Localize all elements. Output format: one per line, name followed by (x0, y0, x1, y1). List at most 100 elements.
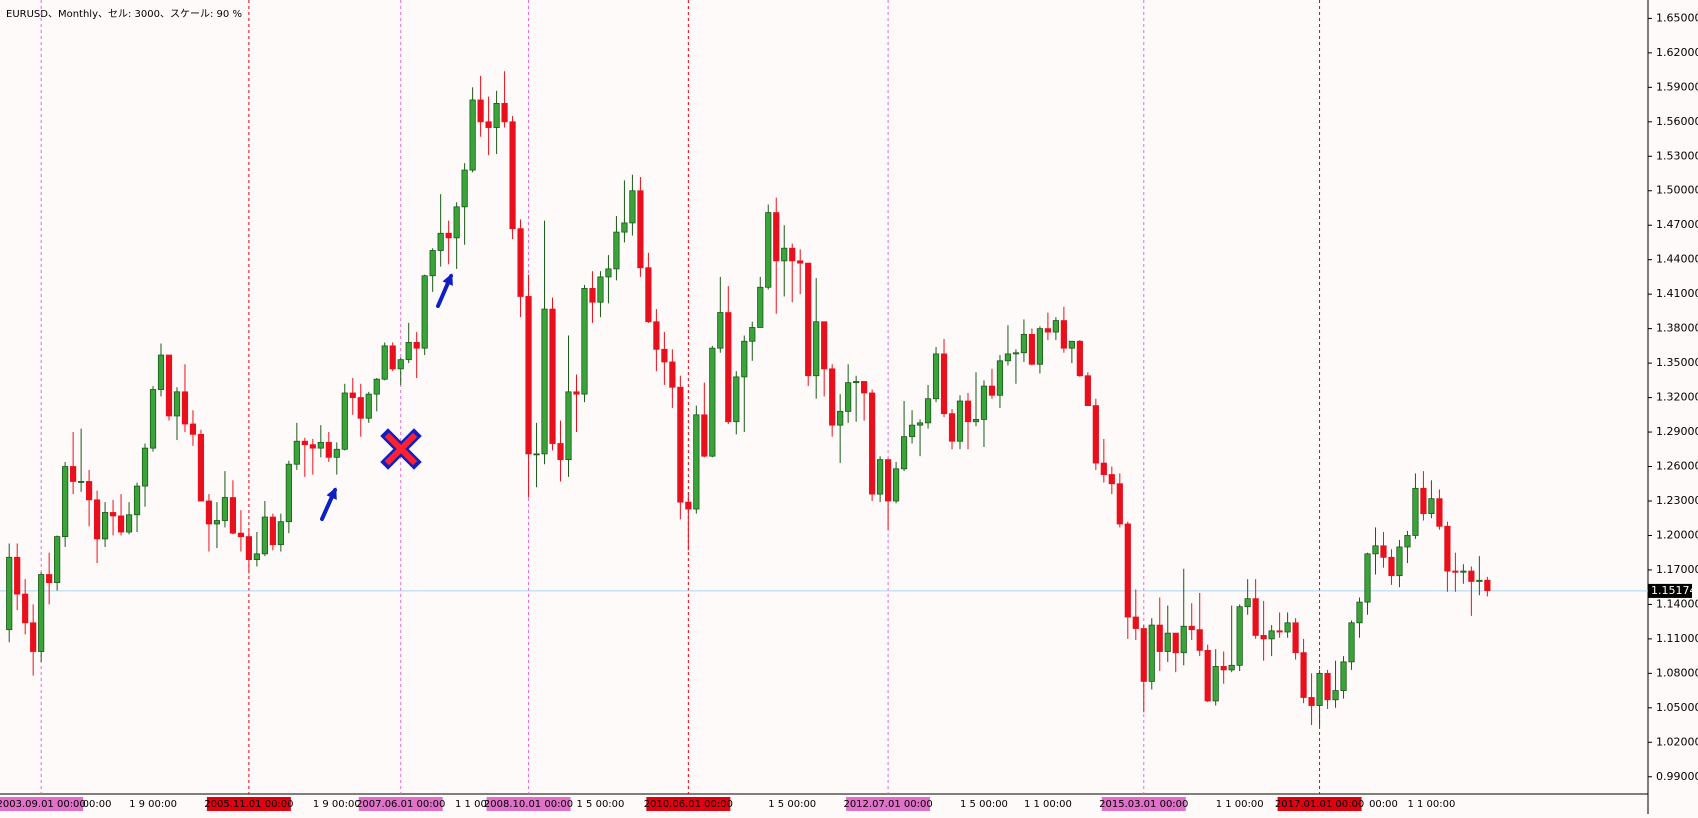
x-tick-label: 1 5 00:00 (768, 799, 816, 810)
candle-body (781, 247, 788, 262)
candle-body (1436, 498, 1443, 527)
candle-body (461, 169, 468, 208)
candle-body (869, 392, 876, 495)
candle-body (397, 359, 404, 370)
candle-body (46, 574, 53, 583)
x-label-box (646, 797, 731, 811)
candle-body (365, 393, 372, 419)
x-tick-label: 2012.07.01 00:00 (843, 799, 932, 810)
candle-body (237, 532, 245, 538)
candle-body (1068, 340, 1075, 349)
candle-body (661, 348, 668, 363)
candle-body (1476, 579, 1483, 582)
candle-body (1252, 598, 1259, 636)
candle-body (381, 345, 388, 380)
candle-body (78, 481, 85, 483)
chart-title: EURUSD、Monthly、セル: 3000、スケール: 90 % (6, 8, 242, 20)
candle-body (1396, 546, 1403, 577)
candle-body (437, 232, 444, 251)
candle-body (413, 342, 420, 349)
annotation-cross (384, 432, 418, 466)
candle-body (229, 497, 237, 534)
candle-body (581, 288, 588, 395)
x-tick-label: 1 5 00:00 (960, 799, 1008, 810)
candle-body (757, 286, 764, 328)
candle-body (1052, 320, 1059, 333)
candle-body (1228, 664, 1235, 671)
candle-body (797, 260, 804, 264)
candle-body (1404, 535, 1411, 548)
x-tick-label: 2010.06.01 00:00 (644, 799, 733, 810)
candle-body (1444, 525, 1451, 572)
y-tick-label: 1.08000 (1656, 666, 1698, 679)
candle-body (453, 206, 460, 239)
y-tick-label: 0.99000 (1656, 770, 1698, 783)
candle-body (605, 268, 612, 278)
candle-body (1244, 598, 1251, 608)
candle-body (589, 288, 596, 303)
candle-body (38, 574, 45, 652)
candle-body (1372, 545, 1379, 555)
candle-body (357, 397, 364, 419)
y-tick-label: 1.20000 (1656, 528, 1698, 541)
candle-body (509, 121, 516, 230)
candle-body (853, 381, 860, 384)
candle-body (1284, 622, 1291, 633)
candle-body (1100, 462, 1107, 475)
y-tick-label: 1.44000 (1656, 253, 1698, 266)
candle-body (477, 99, 484, 123)
candle-body (197, 433, 205, 502)
candle-body (1196, 629, 1203, 651)
y-tick-label: 1.35000 (1656, 356, 1698, 369)
candle-body (749, 327, 756, 342)
candle-body (956, 400, 964, 442)
candle-body (125, 514, 133, 533)
candle-body (693, 414, 700, 510)
x-tick-label: 1 9 00:00 (129, 799, 177, 810)
candle-body (1036, 328, 1044, 365)
candle-body (924, 398, 932, 424)
candle-body (277, 521, 284, 546)
candle-body (429, 250, 436, 277)
y-tick-label: 1.23000 (1656, 494, 1698, 507)
candle-body (573, 391, 580, 395)
y-tick-label: 1.02000 (1656, 735, 1698, 748)
candle-body (1188, 625, 1195, 631)
candle-body (717, 312, 724, 349)
price-tag-label: 1.15174 (1651, 584, 1697, 597)
candle-body (1004, 353, 1012, 362)
candle-body (421, 275, 428, 349)
candle-body (773, 212, 780, 262)
x-label-box (0, 797, 84, 811)
x-label-box (206, 797, 291, 811)
candle-body (845, 382, 852, 412)
y-tick-label: 1.14000 (1656, 597, 1698, 610)
candle-body (821, 321, 828, 370)
candle-body (1276, 630, 1283, 633)
candle-body (765, 212, 772, 288)
candle-body (885, 459, 892, 502)
x-tick-label: 2007.06.01 00:00 (356, 799, 445, 810)
candle-body (14, 556, 21, 595)
candle-body (525, 296, 532, 455)
candle-body (285, 463, 292, 523)
candle-body (30, 622, 37, 652)
candle-body (637, 190, 644, 269)
candle-body (341, 392, 348, 450)
candle-body (597, 276, 604, 303)
candle-body (333, 448, 340, 458)
x-tick-label: 2005.11.01 00:00 (204, 799, 293, 810)
y-tick-label: 1.29000 (1656, 425, 1698, 438)
candle-body (245, 536, 252, 560)
candle-body (1108, 474, 1115, 485)
candle-body (629, 190, 636, 224)
candle-body (541, 308, 548, 455)
candle-body (205, 500, 213, 525)
y-tick-label: 1.50000 (1656, 184, 1698, 197)
y-tick-label: 1.38000 (1656, 322, 1698, 335)
candle-body (54, 536, 61, 583)
candle-body (1300, 652, 1307, 698)
candle-body (189, 423, 197, 435)
candle-body (261, 516, 268, 555)
candle-body (405, 342, 412, 361)
